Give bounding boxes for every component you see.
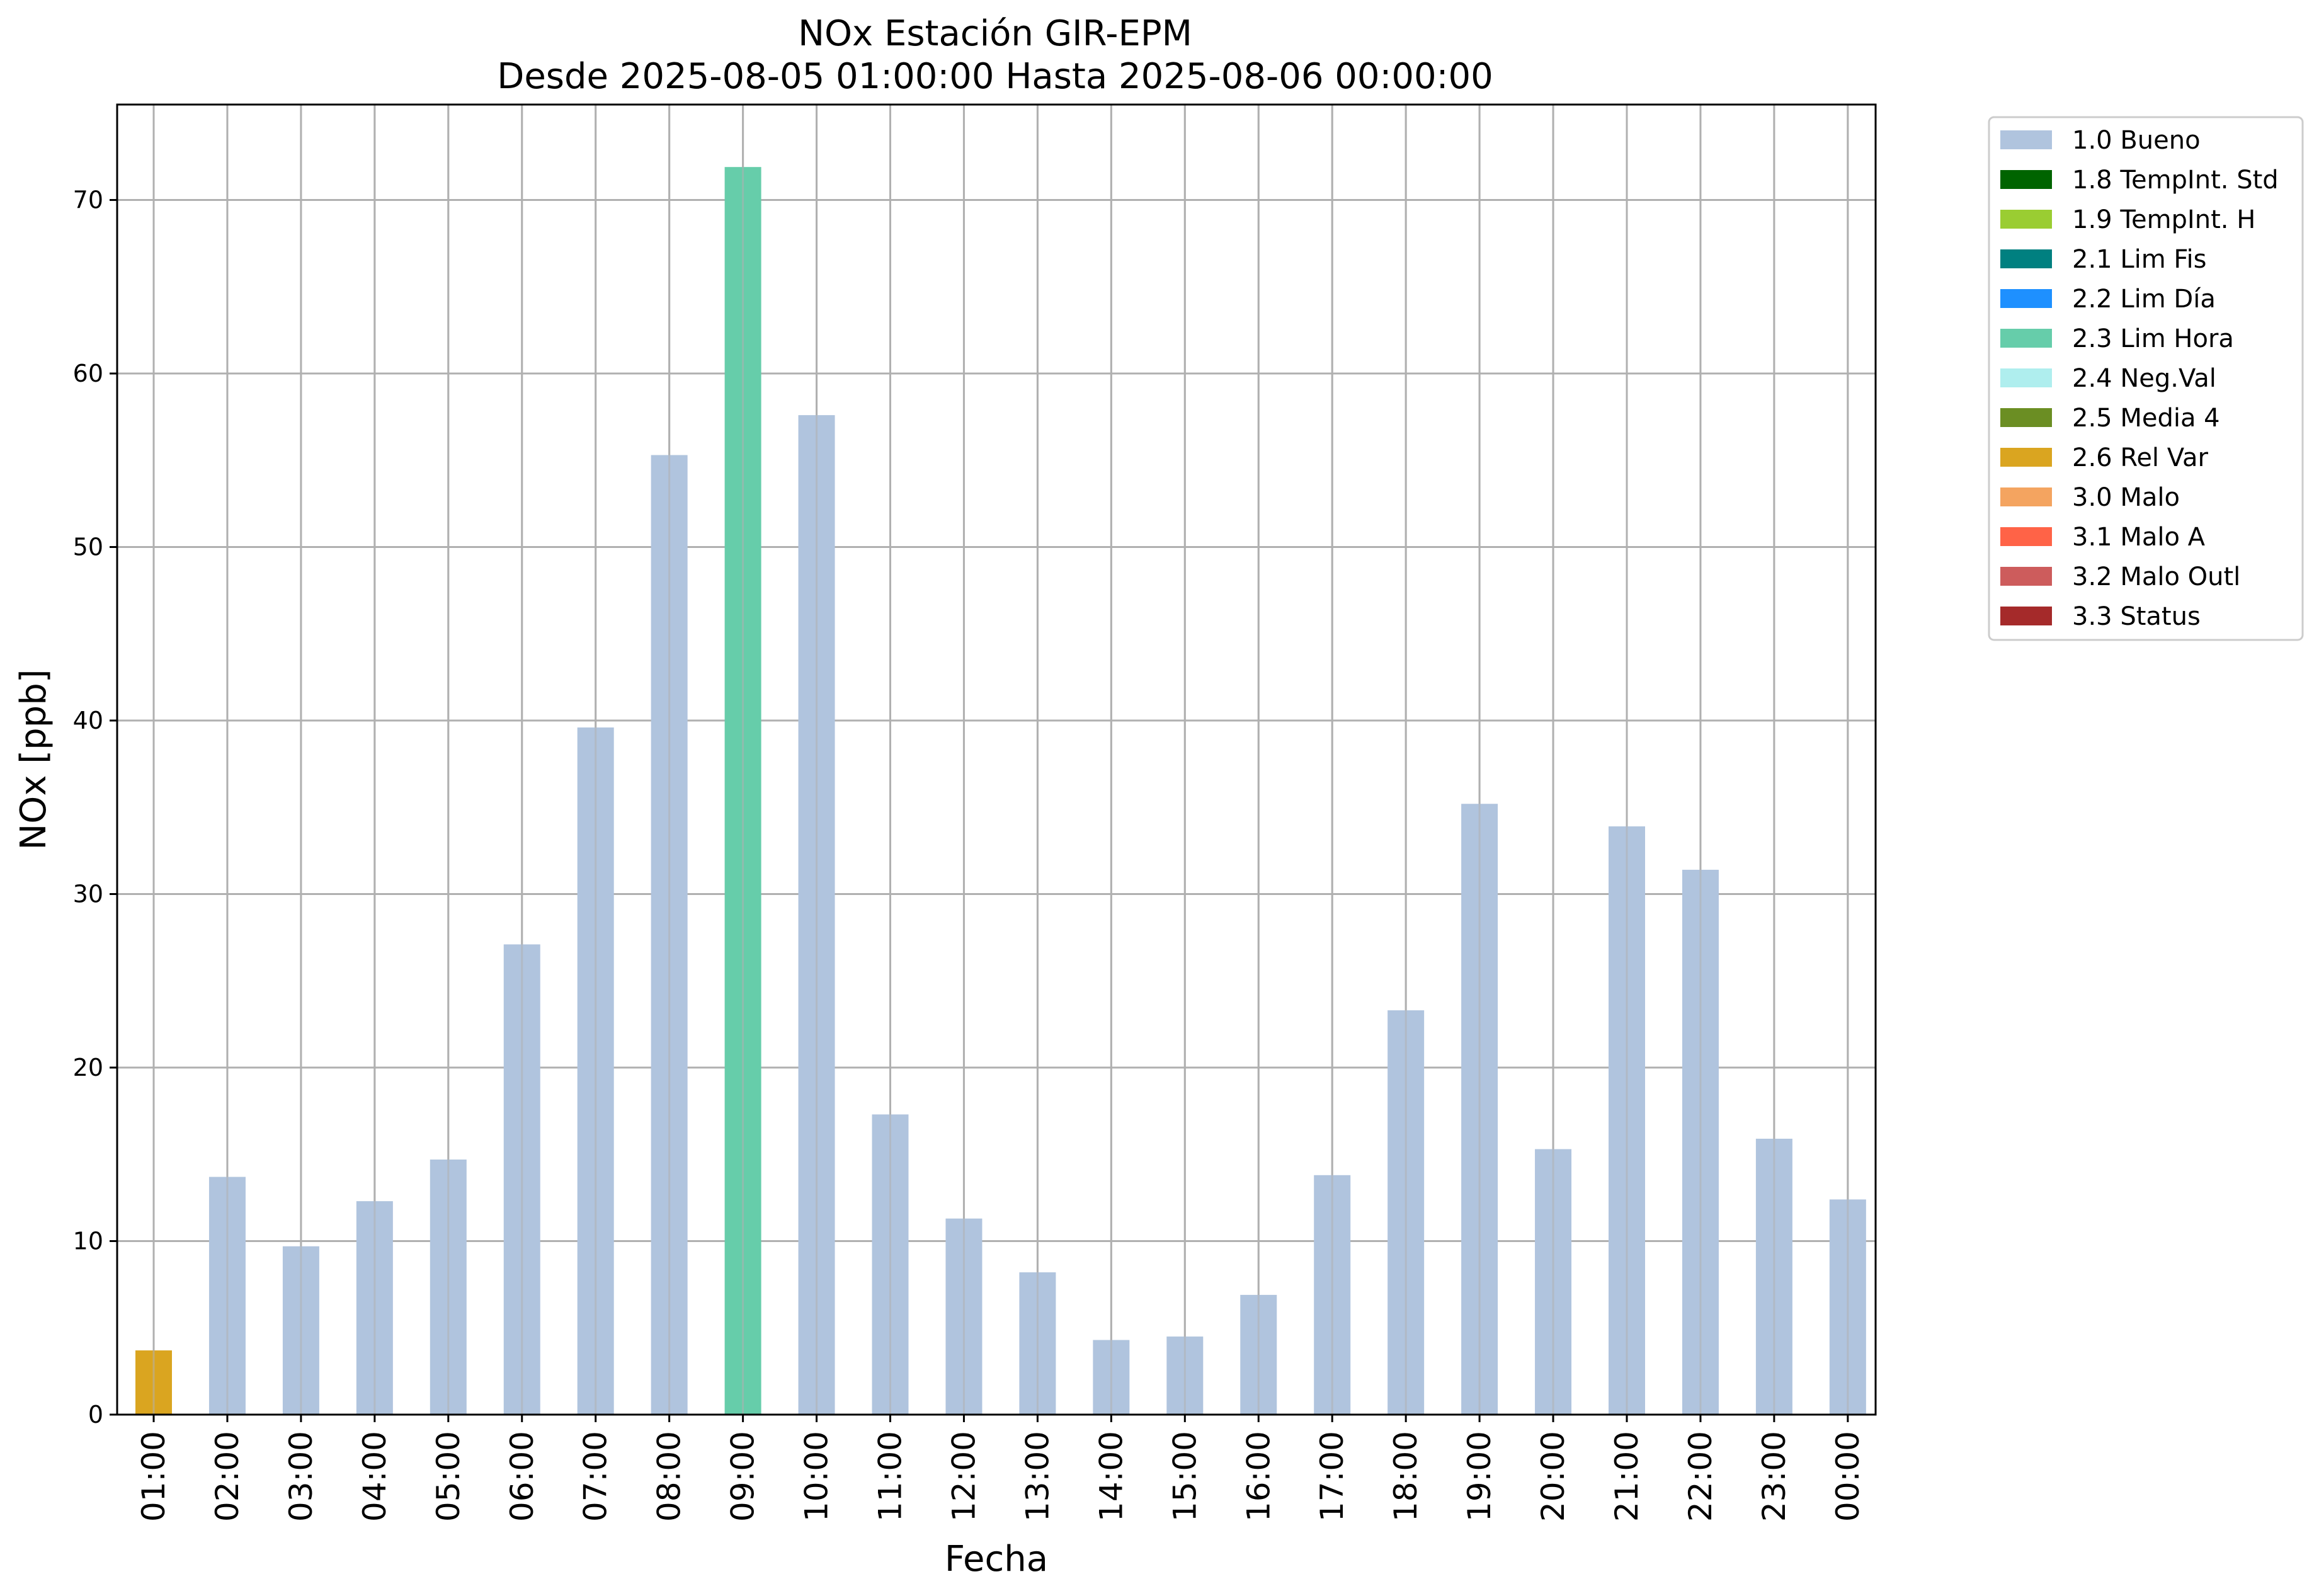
legend-swatch	[2000, 329, 2052, 348]
x-tick-label: 16:00	[1240, 1431, 1277, 1522]
legend-swatch	[2000, 210, 2052, 229]
x-tick-label: 01:00	[135, 1431, 172, 1522]
x-tick-label: 19:00	[1461, 1431, 1498, 1522]
legend-label: 3.1 Malo A	[2072, 523, 2206, 552]
x-tick-label: 14:00	[1093, 1431, 1129, 1522]
x-tick-label: 12:00	[945, 1431, 982, 1522]
x-tick-label: 04:00	[356, 1431, 393, 1522]
legend-label: 3.3 Status	[2072, 602, 2201, 631]
x-tick-label: 07:00	[578, 1431, 614, 1522]
x-tick-label: 09:00	[725, 1431, 761, 1522]
legend-swatch	[2000, 567, 2052, 586]
x-tick-label: 06:00	[504, 1431, 540, 1522]
x-tick-label: 02:00	[209, 1431, 246, 1522]
legend-label: 2.6 Rel Var	[2072, 443, 2209, 472]
legend-label: 2.3 Lim Hora	[2072, 324, 2234, 353]
y-tick-label: 10	[73, 1228, 103, 1255]
x-tick-label: 18:00	[1387, 1431, 1424, 1522]
legend-label: 1.8 TempInt. Std	[2072, 166, 2279, 195]
legend-label: 2.2 Lim Día	[2072, 285, 2216, 314]
x-tick-label: 20:00	[1535, 1431, 1571, 1522]
y-tick-label: 20	[73, 1054, 103, 1081]
y-tick-label: 70	[73, 186, 103, 214]
legend-swatch	[2000, 448, 2052, 467]
y-axis: 0 10 20 30 40 50 60 70	[73, 186, 117, 1428]
x-tick-label: 23:00	[1756, 1431, 1792, 1522]
legend-label: 3.0 Malo	[2072, 483, 2180, 512]
x-tick-label: 10:00	[799, 1431, 835, 1522]
legend: 1.0 Bueno 1.8 TempInt. Std 1.9 TempInt. H 2…	[1988, 116, 2304, 641]
x-axis-label: Fecha	[945, 1539, 1048, 1580]
chart-subtitle: Desde 2025-08-05 01:00:00 Hasta 2025-08-…	[497, 56, 1493, 97]
legend-swatch	[2000, 487, 2052, 506]
x-tick-label: 11:00	[872, 1431, 909, 1522]
legend-swatch	[2000, 130, 2052, 149]
legend-swatch	[2000, 368, 2052, 387]
chart-title: NOx Estación GIR-EPM	[798, 13, 1192, 54]
y-tick-label: 60	[73, 360, 103, 387]
y-tick-label: 50	[73, 533, 103, 561]
x-tick-label: 15:00	[1166, 1431, 1203, 1522]
y-tick-label: 0	[88, 1401, 103, 1428]
x-tick-label: 03:00	[283, 1431, 319, 1522]
legend-label: 2.1 Lim Fis	[2072, 245, 2206, 274]
x-tick-label: 00:00	[1830, 1431, 1866, 1522]
x-tick-label: 17:00	[1314, 1431, 1350, 1522]
plot-frame	[116, 103, 1877, 1416]
bars	[135, 105, 1866, 1415]
legend-swatch	[2000, 607, 2052, 625]
legend-swatch	[2000, 408, 2052, 427]
y-tick-label: 30	[73, 881, 103, 908]
legend-frame	[1988, 116, 2304, 641]
legend-swatch	[2000, 527, 2052, 546]
legend-swatch	[2000, 289, 2052, 308]
x-tick-label: 22:00	[1682, 1431, 1719, 1522]
x-tick-label: 21:00	[1609, 1431, 1645, 1522]
legend-label: 1.0 Bueno	[2072, 126, 2201, 155]
legend-label: 3.2 Malo Outl	[2072, 562, 2240, 591]
legend-swatch	[2000, 249, 2052, 268]
x-tick-label: 05:00	[430, 1431, 467, 1522]
y-tick-label: 40	[73, 707, 103, 734]
legend-label: 2.4 Neg.Val	[2072, 364, 2216, 393]
y-axis-label: NOx [ppb]	[13, 669, 54, 850]
x-tick-label: 08:00	[651, 1431, 688, 1522]
legend-label: 2.5 Media 4	[2072, 404, 2220, 433]
legend-label: 1.9 TempInt. H	[2072, 205, 2255, 234]
x-axis: 01:00 02:00 03:00 04:00 05:00 06:00 07:00 08:00…	[135, 1415, 1866, 1522]
legend-swatch	[2000, 170, 2052, 189]
x-tick-label: 13:00	[1019, 1431, 1056, 1522]
